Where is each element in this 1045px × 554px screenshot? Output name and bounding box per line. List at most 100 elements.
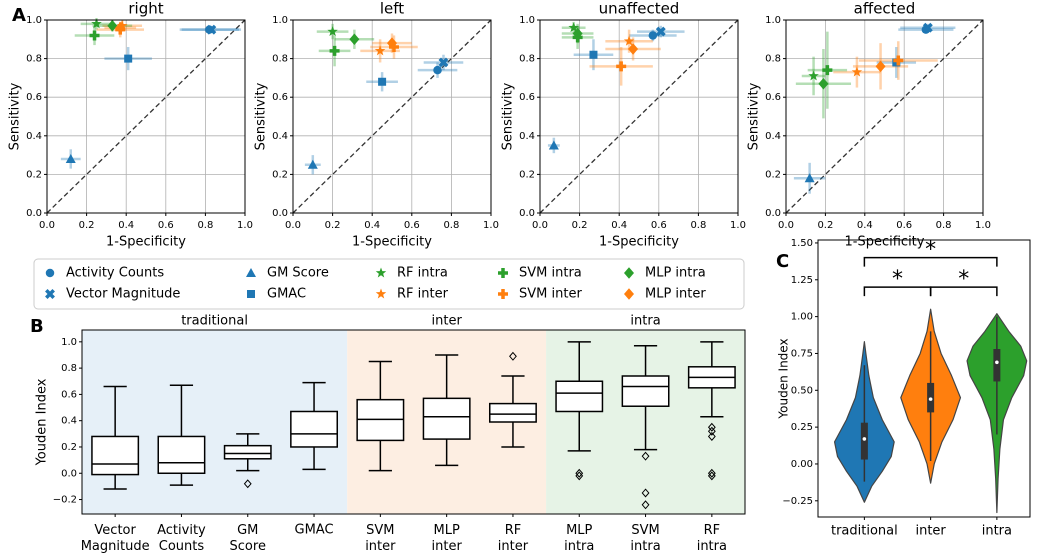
x-tick-label: GMAC (295, 523, 334, 538)
marker (572, 27, 583, 40)
marker (623, 35, 635, 46)
marker (575, 471, 584, 481)
significance-bracket (863, 256, 998, 267)
marker (707, 471, 716, 481)
x-tick-label: 0.0 (532, 220, 548, 231)
y-tick-label: 0.2 (272, 169, 288, 180)
marker (616, 61, 627, 72)
x-tick-label: RF intra (697, 523, 727, 554)
y-tick-label: 0.75 (791, 348, 813, 359)
marker (433, 65, 442, 75)
marker (707, 426, 716, 436)
y-tick-label: 0.6 (61, 389, 77, 400)
marker (575, 468, 584, 478)
marker (628, 43, 639, 55)
significance-label: * (958, 267, 969, 292)
marker (641, 451, 650, 461)
legend-label: Vector Magnitude (66, 287, 180, 302)
x-tick-label: 0.2 (79, 220, 95, 231)
x-tick-label: 0.8 (197, 220, 213, 231)
y-tick-label: 0.0 (26, 208, 42, 219)
x-tick-label: 0.2 (572, 220, 588, 231)
x-axis-label: 1-Specificity (106, 235, 186, 250)
significance-label: * (925, 238, 936, 263)
marker (388, 42, 399, 53)
y-tick-label: 0.4 (519, 131, 535, 142)
x-tick-label: 0.8 (936, 220, 952, 231)
marker (641, 500, 650, 510)
x-tick-label: 0.0 (285, 220, 301, 231)
legend-label: GM Score (267, 266, 329, 281)
y-tick-label: 0.8 (26, 54, 42, 65)
marker (124, 54, 133, 63)
diagonal (785, 19, 984, 214)
marker (498, 289, 508, 299)
marker (624, 267, 634, 279)
box (488, 402, 537, 423)
median (862, 437, 867, 441)
x-tick-label: 0.4 (364, 220, 380, 231)
plot-frame (539, 19, 739, 214)
x-tick-label: 0.6 (158, 220, 174, 231)
y-tick-label: 0.8 (765, 54, 781, 65)
x-tick-label: 0.8 (690, 220, 706, 231)
y-tick-label: 0.6 (272, 92, 288, 103)
x-tick-label: Vector Magnitude (81, 523, 150, 554)
marker (641, 488, 650, 498)
legend-label: SVM inter (519, 287, 582, 302)
marker (247, 290, 255, 298)
significance-bracket (929, 286, 998, 297)
y-tick-label: 0.2 (519, 169, 535, 180)
x-tick-label: 0.2 (817, 220, 833, 231)
x-tick-label: 0.8 (443, 220, 459, 231)
y-tick-label: 0.0 (272, 208, 288, 219)
legend-label: GMAC (267, 287, 306, 302)
y-tick-label: 0.00 (791, 459, 813, 470)
median (928, 397, 933, 401)
marker (548, 140, 559, 150)
marker (892, 58, 901, 67)
marker (568, 22, 579, 33)
y-tick-label: 1.0 (61, 337, 77, 348)
marker (387, 37, 397, 49)
y-tick-label: 0.4 (272, 131, 288, 142)
chart-title: left (380, 0, 404, 18)
x-tick-label: MLP inter (432, 523, 463, 554)
y-tick-label: −0.25 (782, 496, 813, 507)
legend-label: SVM intra (519, 266, 582, 281)
marker (374, 45, 386, 56)
marker (589, 50, 598, 59)
x-tick-label: GM Score (230, 523, 266, 554)
x-tick-label: 0.6 (896, 220, 912, 231)
x-tick-label: RF inter (498, 523, 529, 554)
x-tick-label: intra (982, 524, 1012, 539)
inner-box (860, 422, 868, 460)
marker (206, 24, 217, 35)
y-tick-label: 0.6 (26, 92, 42, 103)
y-tick-label: 1.0 (26, 15, 42, 26)
marker (808, 70, 819, 81)
y-tick-label: 0.0 (61, 468, 77, 479)
marker (327, 26, 338, 37)
y-tick-label: 1.00 (791, 312, 813, 323)
marker (375, 267, 387, 278)
y-tick-label: 0.4 (26, 131, 42, 142)
y-tick-label: 0.8 (519, 54, 535, 65)
y-tick-label: 0.2 (26, 169, 42, 180)
x-tick-label: 0.4 (857, 220, 873, 231)
y-tick-label: 1.0 (519, 15, 535, 26)
marker (498, 268, 508, 278)
marker (624, 288, 634, 300)
x-tick-label: inter (915, 524, 946, 539)
marker (243, 479, 252, 489)
y-axis-label: Sensitivity (254, 82, 269, 150)
x-tick-label: 0.0 (778, 220, 794, 231)
y-tick-label: 0.50 (791, 385, 813, 396)
marker (45, 268, 55, 278)
y-axis-label: Sensitivity (501, 82, 516, 150)
marker (818, 77, 829, 90)
y-tick-label: 0.8 (61, 363, 77, 374)
box (290, 410, 339, 448)
y-tick-label: 1.50 (791, 238, 813, 249)
box (555, 380, 604, 413)
